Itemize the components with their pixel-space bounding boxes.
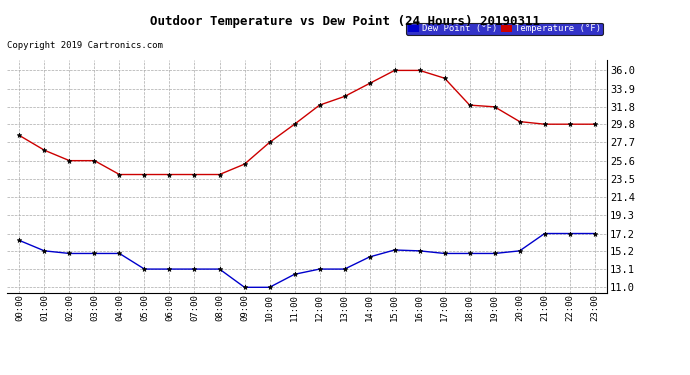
Text: Copyright 2019 Cartronics.com: Copyright 2019 Cartronics.com xyxy=(7,41,163,50)
Text: Outdoor Temperature vs Dew Point (24 Hours) 20190311: Outdoor Temperature vs Dew Point (24 Hou… xyxy=(150,15,540,28)
Legend: Dew Point (°F), Temperature (°F): Dew Point (°F), Temperature (°F) xyxy=(406,22,602,35)
